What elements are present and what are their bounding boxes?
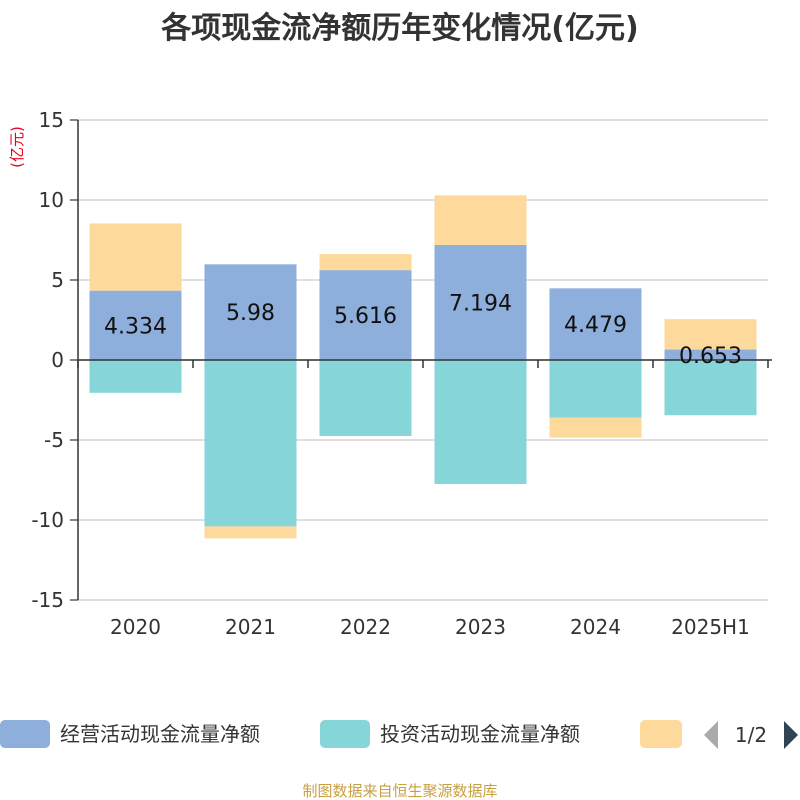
- legend-swatch-financing[interactable]: [640, 720, 682, 748]
- bar-2024-series-1: [549, 360, 642, 418]
- bar-2020-series-1: [89, 360, 182, 393]
- x-tick-label: 2022: [340, 615, 391, 639]
- data-label-2022: 5.616: [334, 304, 397, 329]
- x-tick-label: 2023: [455, 615, 506, 639]
- bar-2023-series-0: [434, 244, 527, 360]
- bar-2021-series-1: [204, 360, 297, 527]
- x-tick-label: 2025H1: [671, 615, 750, 639]
- bar-2021-series-2: [204, 526, 297, 539]
- y-tick-label: 10: [39, 188, 64, 212]
- bar-2024-series-2: [549, 417, 642, 438]
- chart-title: 各项现金流净额历年变化情况(亿元): [160, 11, 638, 46]
- x-tick-label: 2021: [225, 615, 276, 639]
- legend-page-indicator: 1/2: [735, 723, 767, 747]
- y-tick-label: 15: [39, 108, 64, 132]
- bar-2023-series-2: [434, 195, 527, 245]
- bar-2025H1-series-0: [664, 349, 757, 360]
- y-tick-label: -10: [31, 508, 64, 532]
- y-tick-label: -5: [44, 428, 64, 452]
- legend-label-investing[interactable]: 投资活动现金流量净额: [380, 722, 580, 746]
- data-label-2025H1: 0.653: [679, 344, 742, 369]
- axes: [77, 120, 772, 600]
- bar-2020-series-0: [89, 290, 182, 360]
- legend-swatch-operating[interactable]: [0, 720, 50, 748]
- y-tick-label: 5: [51, 268, 64, 292]
- data-label-2024: 4.479: [564, 313, 627, 338]
- bar-2020-series-2: [89, 223, 182, 291]
- data-label-2023: 7.194: [449, 291, 512, 316]
- bar-2024-series-0: [549, 288, 642, 360]
- data-label-2021: 5.98: [226, 301, 275, 326]
- y-tick-label: 0: [51, 348, 64, 372]
- data-source-note: 制图数据来自恒生聚源数据库: [302, 782, 497, 800]
- data-label-2020: 4.334: [104, 314, 167, 339]
- data-labels: 4.334 5.98 5.616 7.194 4.479 0.653: [104, 291, 742, 368]
- legend-label-operating[interactable]: 经营活动现金流量净额: [60, 722, 260, 746]
- y-axis-unit: (亿元): [8, 126, 26, 168]
- legend-prev-page-icon[interactable]: [704, 721, 718, 749]
- bar-2025H1-series-1: [664, 360, 757, 416]
- bar-2022-series-2: [319, 254, 412, 271]
- bar-series: [89, 195, 757, 539]
- x-tick-label: 2020: [110, 615, 161, 639]
- x-tick-labels: 2020 2021 2022 2023 2024 2025H1: [110, 615, 750, 639]
- legend-swatch-investing[interactable]: [320, 720, 370, 748]
- bar-2025H1-series-2: [664, 319, 757, 350]
- legend: 经营活动现金流量净额 投资活动现金流量净额 1/2: [0, 720, 798, 749]
- bar-2023-series-1: [434, 360, 527, 484]
- x-tick-label: 2024: [570, 615, 621, 639]
- legend-next-page-icon[interactable]: [784, 721, 798, 749]
- y-tick-labels: 15 10 5 0 -5 -10 -15: [31, 108, 64, 612]
- y-tick-label: -15: [31, 588, 64, 612]
- bar-2022-series-0: [319, 270, 412, 360]
- bar-2022-series-1: [319, 360, 412, 436]
- bar-2021-series-0: [204, 264, 297, 360]
